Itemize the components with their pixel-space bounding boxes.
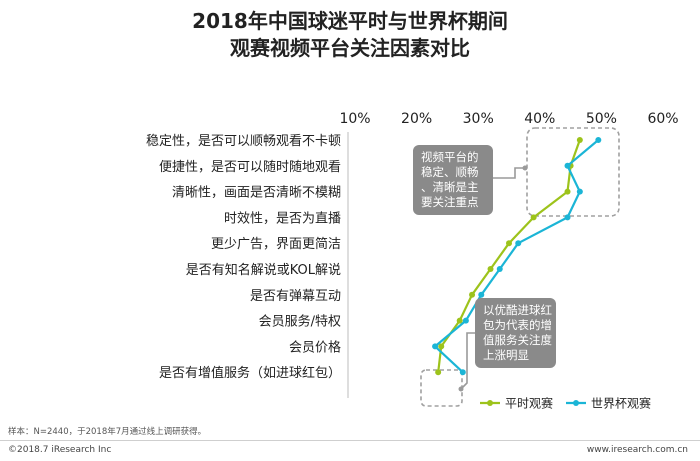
annotation-top-box: [413, 145, 493, 215]
legend-label-1: 平时观赛: [505, 396, 553, 411]
x-tick-label: 30%: [463, 111, 494, 127]
data-point: [462, 317, 469, 324]
category-label: 会员服务/特权: [259, 314, 341, 330]
data-point: [438, 343, 445, 350]
footer-divider: [0, 440, 700, 441]
data-point: [576, 188, 583, 195]
annotation-top-text: 稳定、顺畅: [421, 165, 479, 179]
chart-title-line2: 观赛视频平台关注因素对比: [230, 36, 470, 60]
data-point: [595, 137, 602, 143]
highlight-box-top: [526, 127, 620, 217]
data-point: [456, 317, 463, 324]
chart-title: 2018年中国球迷平时与世界杯期间 观赛视频平台关注因素对比: [0, 8, 700, 62]
data-point: [506, 240, 512, 247]
annotation-top-text: 、清晰是主: [421, 180, 479, 194]
data-point: [515, 240, 522, 247]
x-tick-label: 20%: [401, 111, 432, 127]
data-point: [564, 162, 571, 169]
category-label: 会员价格: [289, 339, 341, 355]
data-point: [478, 291, 485, 298]
annotation-connector-top: [493, 167, 524, 179]
data-point: [435, 369, 442, 376]
data-point: [496, 266, 503, 272]
legend-label-2: 世界杯观赛: [591, 396, 651, 411]
category-label: 是否有弹幕互动: [250, 289, 341, 304]
legend-marker-1: [487, 400, 493, 406]
annotation-dot-top: [522, 165, 528, 171]
category-label: 是否有增值服务（如进球红包）: [159, 365, 341, 381]
category-label: 清晰性，画面是否清晰不模糊: [172, 185, 341, 201]
data-point: [564, 214, 571, 221]
data-point: [576, 137, 583, 143]
highlight-box-bottom: [420, 369, 463, 407]
x-tick-label: 40%: [524, 111, 555, 127]
category-label: 便捷性，是否可以随时随地观看: [159, 159, 341, 175]
annotation-bottom-text: 上涨明显: [483, 348, 529, 362]
data-point: [432, 343, 439, 350]
website-text: www.iresearch.com.cn: [586, 445, 688, 455]
data-point: [487, 266, 494, 272]
x-tick-label: 60%: [647, 111, 678, 127]
annotation-bottom-box: [475, 298, 556, 368]
annotation-bottom-text: 以优酷进球红: [483, 303, 552, 317]
data-point: [469, 291, 476, 298]
data-point: [564, 188, 571, 195]
x-tick-label: 50%: [586, 111, 617, 127]
chart-title-line1: 2018年中国球迷平时与世界杯期间: [192, 9, 508, 33]
data-point: [459, 369, 466, 376]
annotation-top-text: 视频平台的: [421, 150, 479, 164]
sample-note: 样本：N=2440，于2018年7月通过线上调研获得。: [8, 427, 207, 437]
data-point: [530, 214, 537, 221]
copyright-text: ©2018.7 iResearch Inc: [8, 445, 112, 455]
category-label: 时效性，是否为直播: [224, 211, 341, 226]
category-label: 更少广告，界面更简洁: [211, 236, 341, 252]
annotation-bottom-text: 值服务关注度: [483, 333, 552, 347]
x-tick-label: 10%: [339, 111, 370, 127]
legend-marker-2: [573, 400, 579, 406]
annotation-top-text: 要关注重点: [421, 195, 479, 209]
annotation-dot-bottom: [458, 386, 464, 392]
category-label: 稳定性，是否可以顺畅观看不卡顿: [146, 133, 341, 149]
annotation-bottom-text: 包为代表的增: [483, 318, 552, 332]
series-line-2: [434, 139, 600, 374]
annotation-connector-bottom: [460, 332, 475, 390]
category-label: 是否有知名解说或KOL解说: [186, 262, 341, 278]
